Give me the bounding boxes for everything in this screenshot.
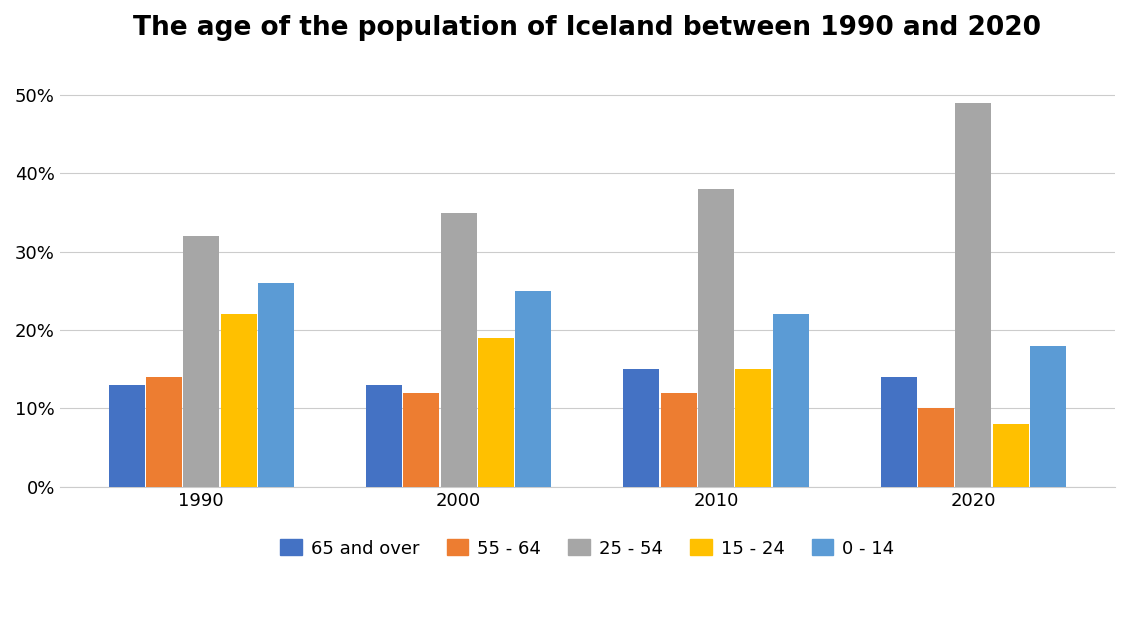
Bar: [146, 377, 182, 487]
Bar: [773, 314, 809, 487]
Bar: [478, 338, 514, 487]
Bar: [624, 369, 660, 487]
Legend: 65 and over, 55 - 64, 25 - 54, 15 - 24, 0 - 14: 65 and over, 55 - 64, 25 - 54, 15 - 24, …: [271, 530, 904, 566]
Bar: [880, 377, 916, 487]
Bar: [956, 103, 991, 487]
Bar: [258, 283, 294, 487]
Bar: [220, 314, 257, 487]
Bar: [441, 212, 477, 487]
Bar: [698, 189, 735, 487]
Bar: [993, 424, 1028, 487]
Bar: [918, 408, 954, 487]
Bar: [661, 392, 697, 487]
Bar: [108, 385, 145, 487]
Title: The age of the population of Iceland between 1990 and 2020: The age of the population of Iceland bet…: [133, 15, 1042, 41]
Bar: [403, 392, 440, 487]
Bar: [736, 369, 772, 487]
Bar: [1031, 346, 1066, 487]
Bar: [183, 236, 219, 487]
Bar: [366, 385, 402, 487]
Bar: [515, 291, 551, 487]
